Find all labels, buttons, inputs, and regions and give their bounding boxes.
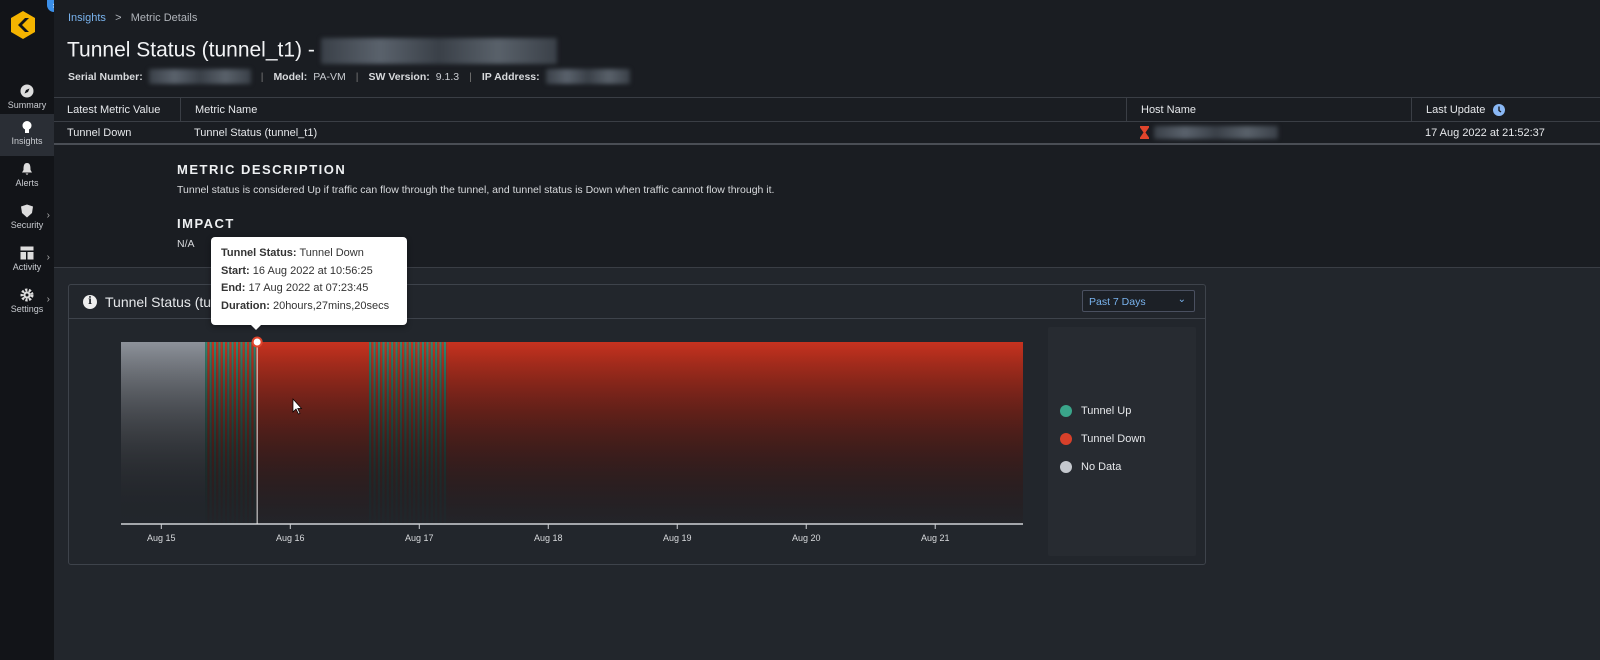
legend-dot-nodata [1060, 461, 1072, 473]
tunnel-status-chart-card: i Tunnel Status (tun Past 7 Days ⌄ Aug 15 A… [68, 284, 1206, 565]
legend-label: Tunnel Up [1081, 405, 1132, 417]
hourglass-icon [1140, 126, 1149, 139]
page-title-text: Tunnel Status (tunnel_t1) - [67, 38, 315, 62]
timeline-chart[interactable]: Aug 15 Aug 16 Aug 17 Aug 18 Aug 19 Aug 20 Aug … [69, 319, 1039, 564]
hover-marker [251, 336, 263, 348]
x-tick-label: Aug 20 [792, 533, 821, 543]
legend-dot-down [1060, 433, 1072, 445]
tooltip-start: Start: 16 Aug 2022 at 10:56:25 [221, 264, 373, 277]
chart-legend: Tunnel Up Tunnel Down No Data [1048, 327, 1196, 556]
metric-table: Latest Metric Value Metric Name Host Nam… [54, 97, 1600, 145]
time-range-dropdown[interactable]: Past 7 Days ⌄ [1082, 290, 1195, 312]
redacted-device-name [320, 38, 557, 64]
gear-icon [20, 288, 34, 302]
info-icon[interactable]: i [83, 294, 97, 309]
sw-label: SW Version: [368, 70, 430, 83]
chart-fade-overlay [121, 342, 1023, 524]
redacted-ip [545, 69, 630, 84]
sidebar: › Summary Insights Alerts Security› Acti… [0, 0, 61, 660]
x-tick-label: Aug 19 [663, 533, 692, 543]
table-header: Latest Metric Value Metric Name Host Nam… [54, 97, 1600, 121]
card-title: Tunnel Status (tun [105, 293, 219, 310]
device-meta: Serial Number: | Model: PA-VM | SW Version:… [68, 69, 630, 84]
sidebar-item-label: Activity [12, 262, 42, 272]
sidebar-item-label: Settings [10, 304, 44, 314]
tooltip-duration: Duration: 20hours,27mins,20secs [221, 299, 390, 312]
col-metric-name[interactable]: Metric Name [180, 98, 1126, 121]
breadcrumb-current: Metric Details [130, 12, 198, 24]
legend-item-down[interactable]: Tunnel Down [1060, 433, 1145, 445]
legend-item-up[interactable]: Tunnel Up [1060, 405, 1131, 417]
metric-description-text: Tunnel status is considered Up if traffi… [177, 184, 775, 196]
sidebar-item-security[interactable]: Security › [0, 198, 54, 240]
mouse-cursor-icon [292, 398, 303, 415]
tooltip-end: End: 17 Aug 2022 at 07:23:45 [221, 282, 369, 294]
sidebar-item-activity[interactable]: Activity › [0, 240, 54, 282]
metric-description-heading: METRIC DESCRIPTION [177, 162, 347, 177]
x-tick-label: Aug 21 [921, 533, 950, 543]
sidebar-item-alerts[interactable]: Alerts [0, 156, 54, 198]
chevron-right-icon: › [46, 294, 50, 305]
page-title: Tunnel Status (tunnel_t1) - [67, 38, 557, 64]
impact-text: N/A [177, 238, 195, 250]
legend-label: No Data [1081, 461, 1122, 473]
ip-label: IP Address: [481, 70, 540, 83]
legend-label: Tunnel Down [1081, 433, 1146, 445]
breadcrumb-separator: > [115, 12, 122, 24]
redacted-host [1154, 126, 1278, 139]
legend-dot-up [1060, 405, 1072, 417]
model-label: Model: [273, 70, 308, 83]
sidebar-item-label: Insights [11, 136, 43, 146]
x-tick-label: Aug 15 [147, 533, 176, 543]
redacted-serial [148, 69, 251, 84]
compass-icon [20, 84, 34, 98]
impact-heading: IMPACT [177, 216, 235, 231]
sidebar-item-summary[interactable]: Summary [0, 78, 54, 120]
chevron-down-icon: ⌄ [1177, 294, 1186, 305]
breadcrumb-insights-link[interactable]: Insights [68, 12, 106, 24]
sidebar-item-label: Alerts [15, 178, 39, 188]
table-row[interactable]: Tunnel Down Tunnel Status (tunnel_t1) 17… [54, 121, 1600, 145]
sidebar-item-label: Security [10, 220, 44, 230]
layout-icon [20, 246, 34, 260]
latest-value: Tunnel Down [67, 126, 132, 139]
sw-value: 9.1.3 [435, 70, 460, 83]
logo-icon[interactable] [10, 10, 36, 40]
breadcrumb: Insights > Metric Details [68, 12, 197, 24]
serial-label: Serial Number: [68, 70, 143, 83]
col-last-update[interactable]: Last Update [1411, 98, 1600, 121]
lightbulb-icon [22, 121, 32, 133]
col-host-name[interactable]: Host Name [1126, 98, 1411, 121]
sidebar-item-label: Summary [7, 100, 47, 110]
bell-icon [22, 163, 32, 175]
x-tick-label: Aug 16 [276, 533, 305, 543]
legend-item-nodata[interactable]: No Data [1060, 461, 1121, 473]
last-update: 17 Aug 2022 at 21:52:37 [1425, 126, 1545, 139]
col-latest-value[interactable]: Latest Metric Value [67, 103, 161, 116]
chevron-right-icon: › [46, 252, 50, 263]
clock-icon [1493, 103, 1506, 116]
x-tick-label: Aug 17 [405, 533, 434, 543]
model-value: PA-VM [313, 70, 346, 83]
time-range-value: Past 7 Days [1089, 296, 1146, 308]
x-tick-label: Aug 18 [534, 533, 563, 543]
sidebar-item-insights[interactable]: Insights [0, 114, 54, 156]
chevron-right-icon: › [46, 210, 50, 221]
tooltip-status: Tunnel Status: Tunnel Down [221, 247, 364, 259]
chart-tooltip: Tunnel Status: Tunnel Down Start: 16 Aug… [211, 237, 407, 330]
card-header: i Tunnel Status (tun [69, 285, 1205, 319]
metric-name: Tunnel Status (tunnel_t1) [194, 126, 318, 139]
metric-header: Insights > Metric Details Tunnel Status … [54, 0, 1600, 268]
sidebar-item-settings[interactable]: Settings › [0, 282, 54, 324]
shield-icon [21, 204, 33, 218]
host-name [1126, 122, 1411, 143]
col-last-update-label: Last Update [1426, 103, 1486, 116]
